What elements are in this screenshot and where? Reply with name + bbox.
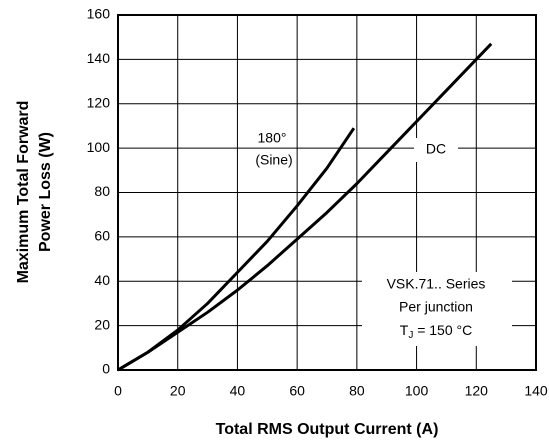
y-tick-label: 120: [87, 94, 111, 110]
x-axis-title: Total RMS Output Current (A): [216, 421, 439, 438]
y-tick-label: 0: [102, 361, 110, 377]
y-tick-label: 100: [87, 139, 111, 155]
y-axis-title: Power Loss (W): [37, 132, 54, 252]
annotation-subscript: J: [408, 330, 413, 341]
x-tick-label: 60: [289, 383, 305, 399]
annotation-part: = 150 °C: [413, 322, 472, 338]
y-tick-label: 160: [87, 6, 111, 22]
series-label: DC: [426, 141, 446, 157]
x-tick-label: 40: [230, 383, 246, 399]
label-bg: [362, 272, 512, 346]
line-series: [117, 42, 493, 372]
x-tick-label: 0: [114, 383, 122, 399]
annotation: TJ = 150 °C: [400, 322, 472, 341]
x-tick-label: 80: [349, 383, 365, 399]
annotation: (Sine): [255, 152, 292, 168]
y-tick-label: 60: [94, 228, 110, 244]
y-tick-label: 20: [94, 316, 110, 332]
annotation: VSK.71.. Series: [387, 276, 486, 292]
y-tick-label: 40: [94, 272, 110, 288]
x-tick-label: 140: [524, 383, 548, 399]
y-tick-label: 140: [87, 50, 111, 66]
label-bg: [414, 138, 458, 162]
annotation: 180°: [258, 130, 287, 146]
y-axis-title: Maximum Total Forward: [15, 101, 32, 284]
x-tick-label: 100: [405, 383, 429, 399]
line-series: [117, 127, 356, 372]
x-tick-label: 120: [465, 383, 489, 399]
y-tick-label: 80: [94, 183, 110, 199]
plot-frame: [117, 14, 537, 371]
annotation: Per junction: [399, 299, 473, 315]
x-tick-label: 20: [170, 383, 186, 399]
annotation-part: T: [400, 322, 409, 338]
